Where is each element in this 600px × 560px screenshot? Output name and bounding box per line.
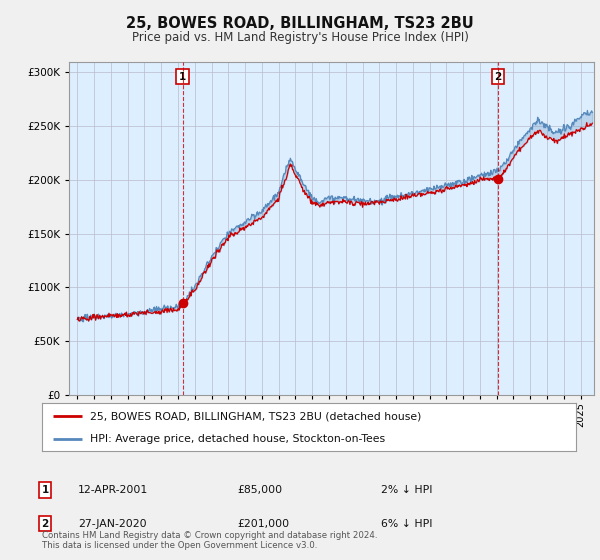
- Text: Contains HM Land Registry data © Crown copyright and database right 2024.
This d: Contains HM Land Registry data © Crown c…: [42, 530, 377, 550]
- Text: 2: 2: [494, 72, 502, 82]
- Text: 25, BOWES ROAD, BILLINGHAM, TS23 2BU (detached house): 25, BOWES ROAD, BILLINGHAM, TS23 2BU (de…: [90, 411, 421, 421]
- Text: 2% ↓ HPI: 2% ↓ HPI: [381, 485, 433, 495]
- Text: £201,000: £201,000: [237, 519, 289, 529]
- Text: 27-JAN-2020: 27-JAN-2020: [78, 519, 146, 529]
- Text: Price paid vs. HM Land Registry's House Price Index (HPI): Price paid vs. HM Land Registry's House …: [131, 31, 469, 44]
- Text: HPI: Average price, detached house, Stockton-on-Tees: HPI: Average price, detached house, Stoc…: [90, 434, 385, 444]
- Text: 1: 1: [179, 72, 187, 82]
- Text: 1: 1: [41, 485, 49, 495]
- Text: 2: 2: [41, 519, 49, 529]
- Text: 12-APR-2001: 12-APR-2001: [78, 485, 148, 495]
- Text: £85,000: £85,000: [237, 485, 282, 495]
- Text: 6% ↓ HPI: 6% ↓ HPI: [381, 519, 433, 529]
- Text: 25, BOWES ROAD, BILLINGHAM, TS23 2BU: 25, BOWES ROAD, BILLINGHAM, TS23 2BU: [126, 16, 474, 31]
